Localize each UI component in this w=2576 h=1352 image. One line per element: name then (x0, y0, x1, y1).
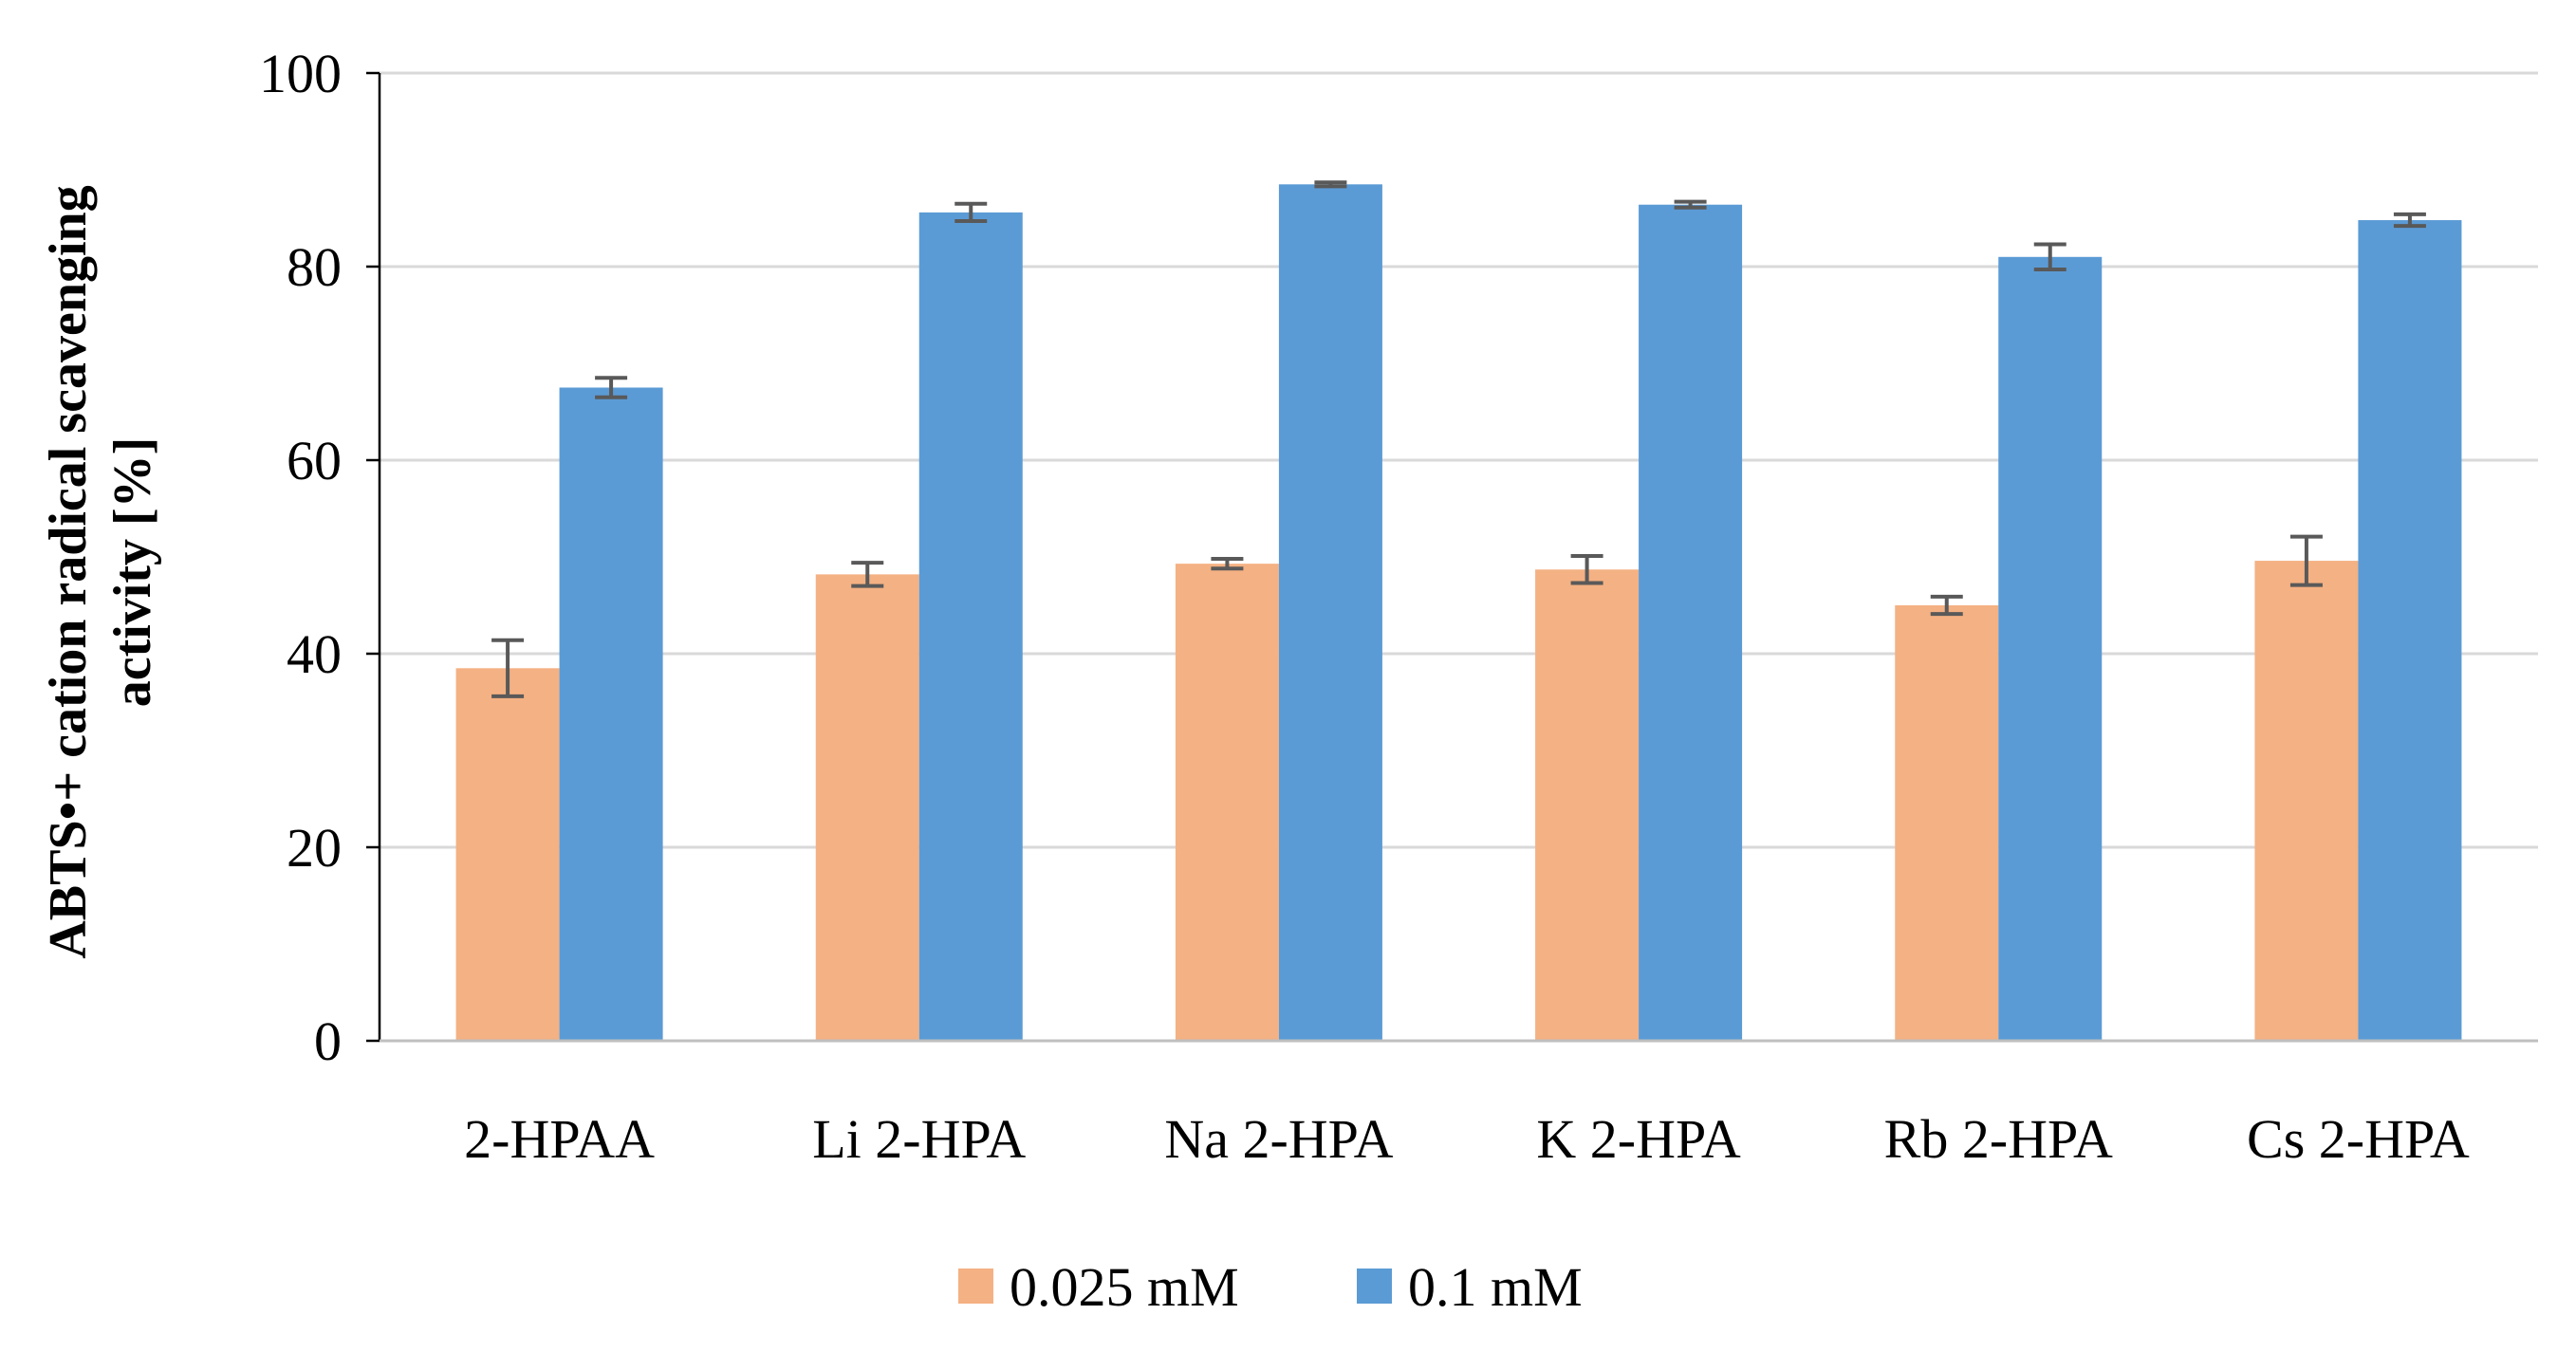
x-category-label: Na 2-HPA (1164, 1108, 1393, 1170)
bar (815, 574, 919, 1041)
y-axis-title-line1: ABTS•+ cation radical scavenging (39, 185, 98, 958)
bar (2254, 561, 2359, 1041)
y-tick-label: 20 (287, 817, 342, 879)
error-bars (491, 180, 2426, 698)
bar (1535, 569, 1640, 1041)
bar (455, 668, 560, 1041)
bars (455, 184, 2462, 1042)
x-category-label: Cs 2-HPA (2247, 1108, 2470, 1170)
y-tick-label: 100 (259, 43, 342, 104)
legend: 0.025 mM 0.1 mM (958, 1256, 1583, 1318)
legend-label: 0.1 mM (1408, 1256, 1583, 1318)
x-category-label: Rb 2-HPA (1884, 1108, 2113, 1170)
y-tick-label: 60 (287, 430, 342, 491)
bar (2358, 220, 2462, 1042)
gridlines (380, 71, 2538, 849)
bar (1175, 564, 1279, 1041)
bar (559, 387, 663, 1041)
legend-swatch (958, 1269, 993, 1304)
x-category-label: Li 2-HPA (812, 1108, 1026, 1170)
legend-label: 0.025 mM (1010, 1256, 1239, 1318)
y-tick-label: 80 (287, 236, 342, 298)
y-tick-label: 40 (287, 623, 342, 685)
bar (1998, 256, 2103, 1041)
bar (1895, 605, 1999, 1041)
x-category-label: K 2-HPA (1536, 1108, 1741, 1170)
axis-labels: 0 20 40 60 80 100 2-HPAA Li 2-HPA Na 2-HPA K 2-HP… (259, 43, 2470, 1170)
bar (1278, 184, 1382, 1042)
bar (918, 212, 1023, 1041)
legend-swatch (1357, 1269, 1392, 1304)
axes (366, 71, 2538, 1043)
y-axis-title-line2: activity [%] (103, 437, 162, 708)
y-tick-label: 0 (314, 1010, 342, 1072)
bar (1639, 204, 1743, 1042)
x-category-label: 2-HPAA (464, 1108, 655, 1170)
